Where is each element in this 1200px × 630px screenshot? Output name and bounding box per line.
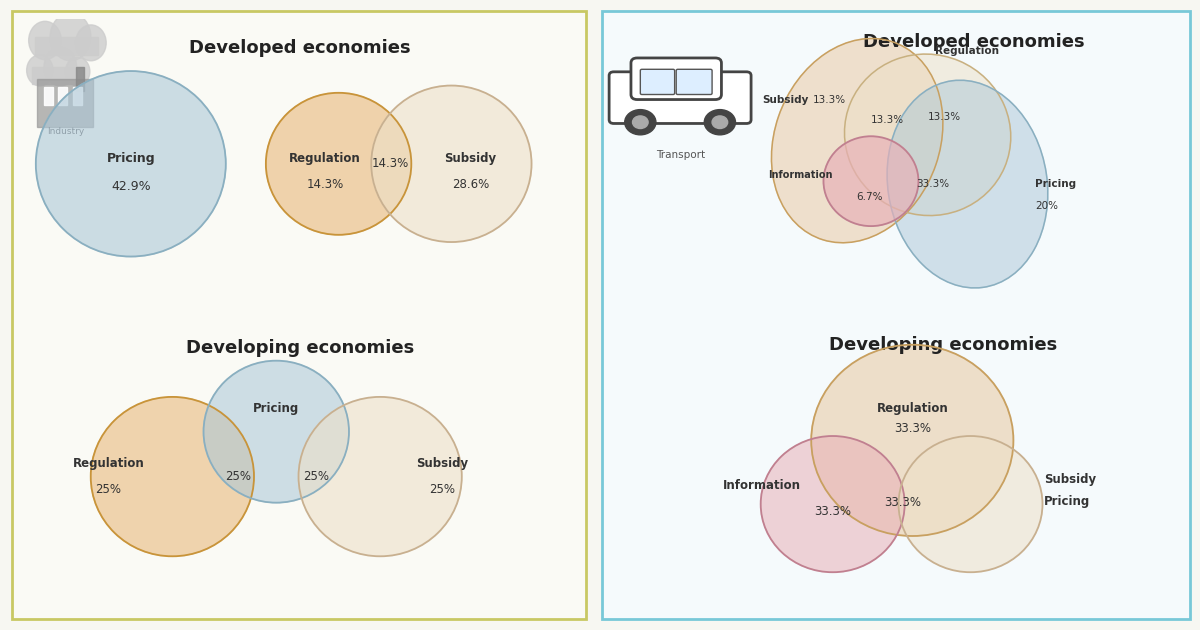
Text: Pricing: Pricing bbox=[1034, 179, 1076, 189]
Circle shape bbox=[704, 110, 736, 135]
FancyBboxPatch shape bbox=[641, 69, 674, 94]
Text: Transport: Transport bbox=[656, 150, 706, 160]
FancyBboxPatch shape bbox=[677, 69, 712, 94]
Text: 25%: 25% bbox=[96, 483, 121, 496]
Bar bbox=[31, 67, 83, 84]
Text: Subsidy: Subsidy bbox=[1044, 473, 1096, 486]
Circle shape bbox=[625, 110, 656, 135]
Circle shape bbox=[899, 436, 1043, 572]
Circle shape bbox=[712, 116, 727, 129]
Text: 25%: 25% bbox=[224, 470, 251, 483]
Text: Subsidy: Subsidy bbox=[445, 151, 497, 164]
Text: Regulation: Regulation bbox=[936, 46, 1000, 56]
Circle shape bbox=[91, 397, 254, 556]
Text: Pricing: Pricing bbox=[253, 402, 299, 415]
Text: 33.3%: 33.3% bbox=[884, 496, 922, 509]
Text: Developed economies: Developed economies bbox=[863, 33, 1085, 52]
Circle shape bbox=[66, 57, 90, 86]
Ellipse shape bbox=[845, 54, 1010, 215]
Text: 13.3%: 13.3% bbox=[812, 95, 846, 105]
Circle shape bbox=[632, 116, 648, 129]
Text: 28.6%: 28.6% bbox=[452, 178, 490, 191]
Circle shape bbox=[26, 55, 53, 86]
Text: Developing economies: Developing economies bbox=[186, 339, 414, 357]
Bar bbox=[59, 87, 67, 105]
Ellipse shape bbox=[887, 80, 1048, 288]
Circle shape bbox=[823, 136, 918, 226]
Circle shape bbox=[50, 13, 91, 61]
FancyBboxPatch shape bbox=[12, 11, 586, 619]
Text: Developed economies: Developed economies bbox=[190, 39, 410, 57]
Bar bbox=[35, 37, 98, 55]
Text: Developing economies: Developing economies bbox=[829, 336, 1057, 354]
Text: Regulation: Regulation bbox=[73, 457, 144, 470]
Text: Pricing: Pricing bbox=[1044, 495, 1091, 508]
FancyBboxPatch shape bbox=[631, 58, 721, 100]
Text: Regulation: Regulation bbox=[289, 151, 361, 164]
Text: Industry: Industry bbox=[47, 127, 84, 136]
Text: 42.9%: 42.9% bbox=[110, 180, 151, 193]
Text: 14.3%: 14.3% bbox=[307, 178, 344, 191]
Text: 25%: 25% bbox=[304, 470, 329, 483]
Circle shape bbox=[36, 71, 226, 256]
Bar bbox=[44, 87, 53, 105]
Circle shape bbox=[76, 25, 107, 60]
Text: 33.3%: 33.3% bbox=[814, 505, 851, 518]
Text: 14.3%: 14.3% bbox=[372, 158, 409, 170]
Text: Information: Information bbox=[768, 170, 833, 180]
Text: Information: Information bbox=[724, 479, 802, 492]
Text: Pricing: Pricing bbox=[107, 151, 155, 164]
Text: 13.3%: 13.3% bbox=[928, 112, 961, 122]
Circle shape bbox=[44, 48, 77, 86]
Bar bbox=[37, 79, 92, 127]
Text: 25%: 25% bbox=[430, 483, 456, 496]
Text: 33.3%: 33.3% bbox=[894, 422, 931, 435]
Bar bbox=[72, 87, 82, 105]
Text: Regulation: Regulation bbox=[876, 402, 948, 415]
Bar bbox=[76, 67, 84, 91]
Circle shape bbox=[811, 345, 1013, 536]
Ellipse shape bbox=[772, 38, 943, 243]
Circle shape bbox=[371, 86, 532, 242]
Text: 20%: 20% bbox=[1034, 201, 1058, 211]
Text: 6.7%: 6.7% bbox=[856, 192, 883, 202]
Circle shape bbox=[299, 397, 462, 556]
Text: Subsidy: Subsidy bbox=[416, 457, 468, 470]
Text: 33.3%: 33.3% bbox=[916, 179, 949, 189]
Text: Subsidy: Subsidy bbox=[762, 95, 808, 105]
FancyBboxPatch shape bbox=[610, 72, 751, 123]
Circle shape bbox=[204, 360, 349, 503]
Circle shape bbox=[266, 93, 412, 235]
Circle shape bbox=[761, 436, 905, 572]
Circle shape bbox=[29, 21, 61, 60]
FancyBboxPatch shape bbox=[602, 11, 1190, 619]
Text: 13.3%: 13.3% bbox=[871, 115, 905, 125]
